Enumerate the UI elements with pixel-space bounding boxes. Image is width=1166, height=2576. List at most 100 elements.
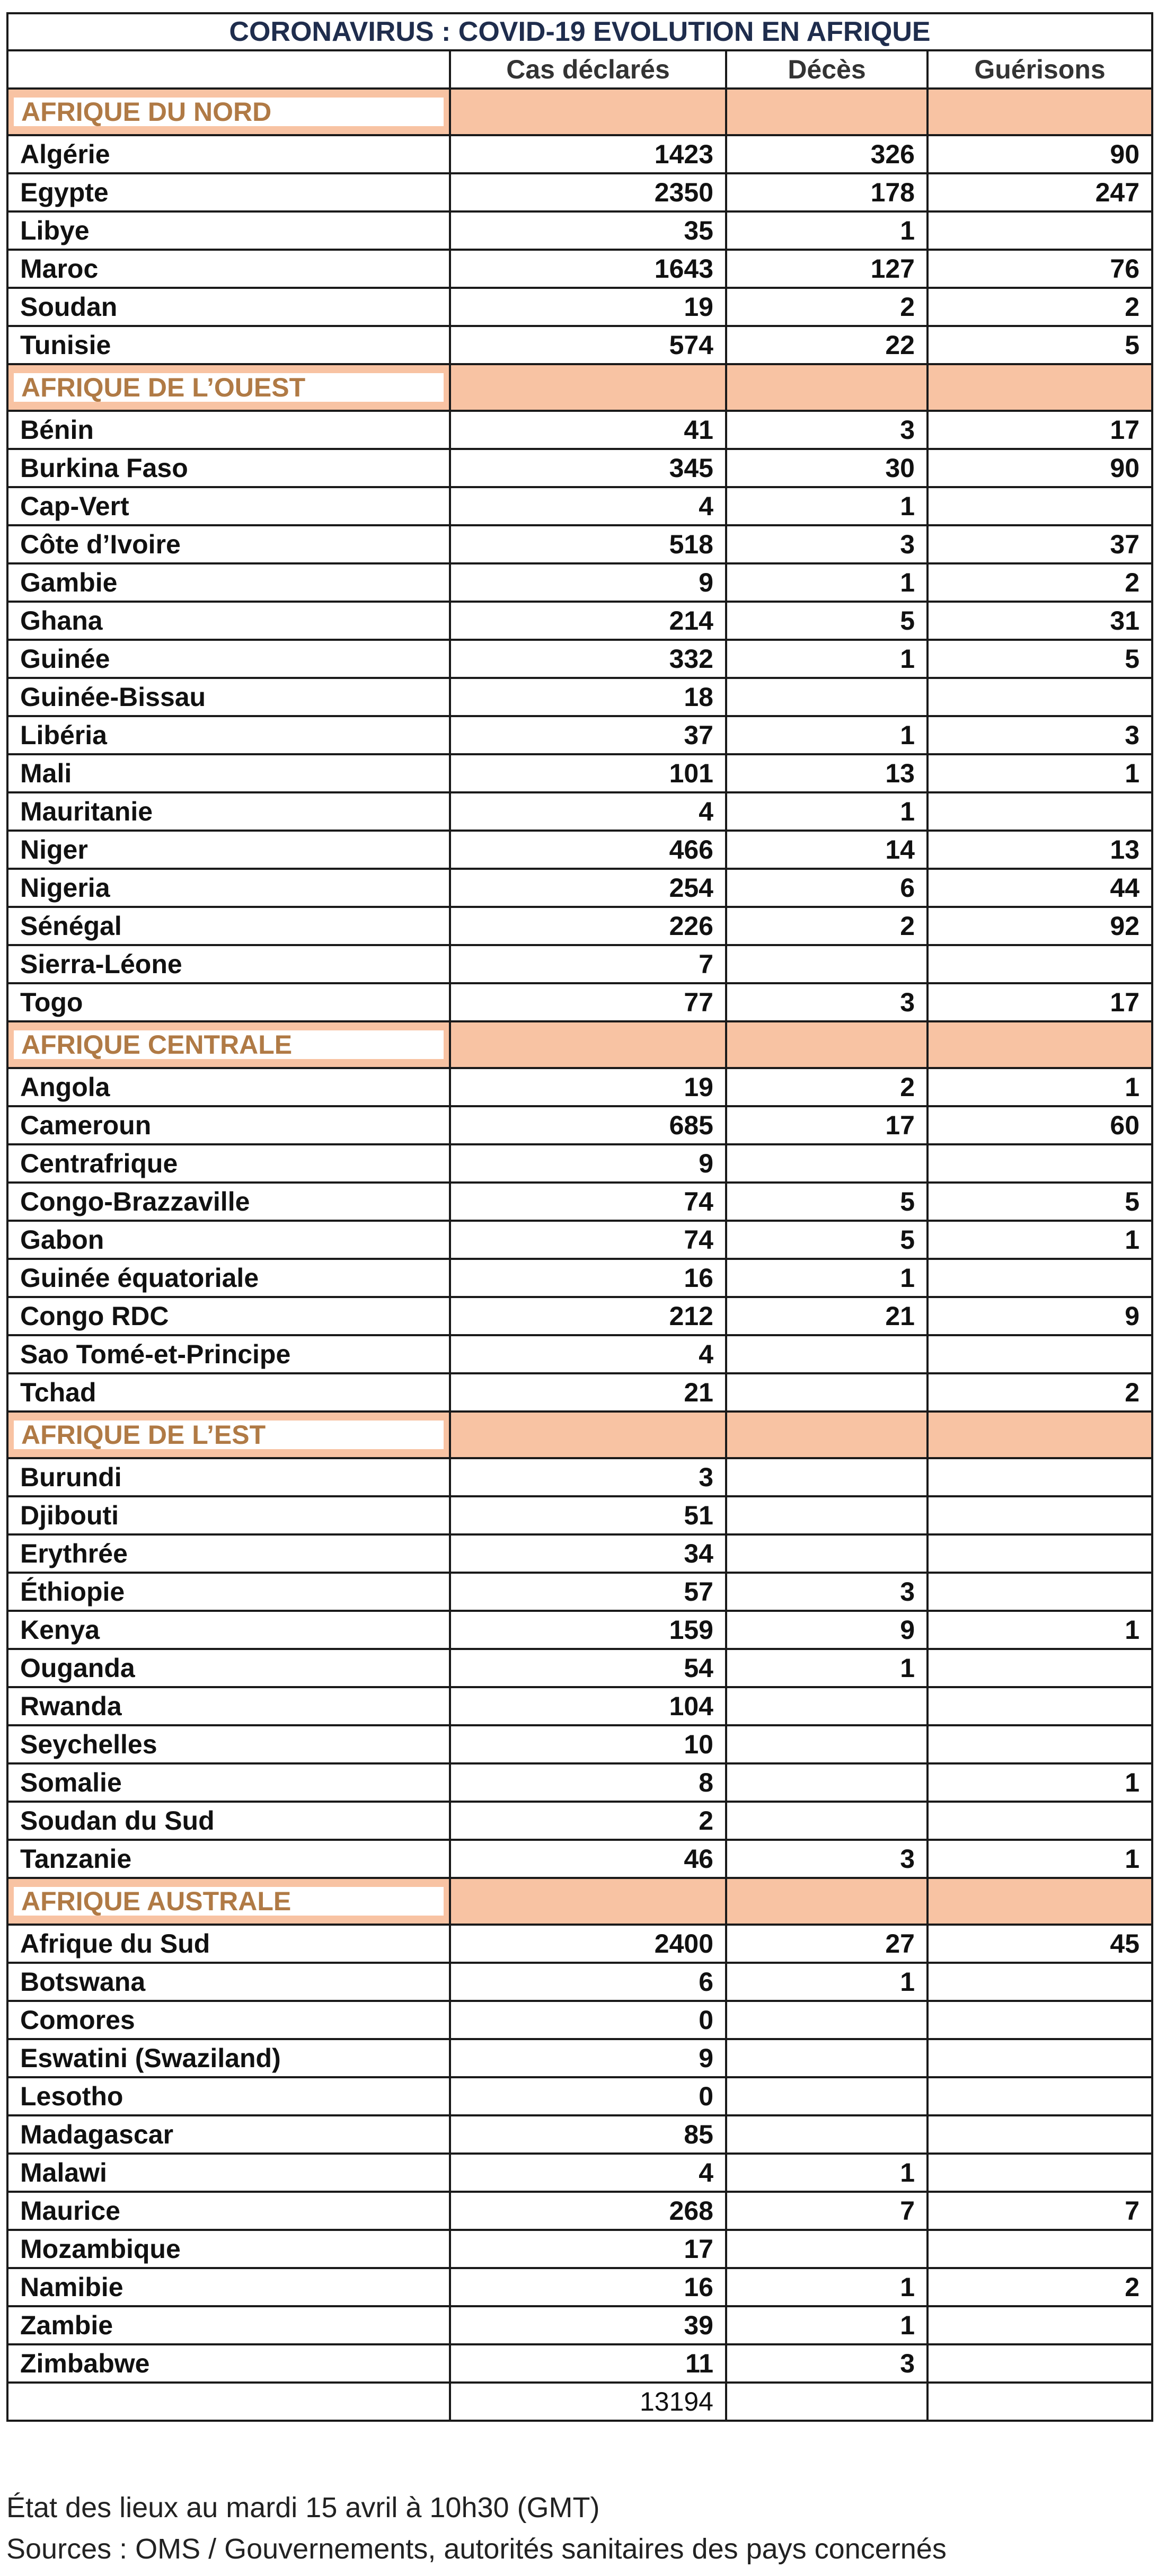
recoveries-value: 1: [926, 1220, 1154, 1260]
table-row: Guinée 332 1 5: [6, 639, 1154, 679]
total-empty: [725, 2381, 929, 2422]
deaths-value: 3: [725, 2343, 929, 2384]
section-label: AFRIQUE AUSTRALE: [14, 1887, 444, 1916]
deaths-value: [725, 1372, 929, 1413]
cases-value: 214: [449, 601, 727, 641]
table-row: Eswatini (Swaziland) 9: [6, 2038, 1154, 2078]
section-fill: [725, 87, 929, 136]
cases-value: 41: [449, 410, 727, 450]
recoveries-value: 5: [926, 1181, 1154, 1222]
table-row: Mali 101 13 1: [6, 753, 1154, 793]
header-country: [6, 49, 451, 90]
cases-value: 10: [449, 1724, 727, 1765]
cases-value: 332: [449, 639, 727, 679]
recoveries-value: 2: [926, 1372, 1154, 1413]
cases-value: 21: [449, 1372, 727, 1413]
cases-value: 35: [449, 210, 727, 251]
country-name: Sénégal: [6, 906, 451, 946]
section-label-cell: AFRIQUE DE L’EST: [6, 1410, 451, 1459]
country-name: Angola: [6, 1067, 451, 1107]
cases-value: 19: [449, 287, 727, 327]
header-deaths: Décès: [725, 49, 929, 90]
recoveries-value: 31: [926, 601, 1154, 641]
section-fill: [449, 1020, 727, 1069]
table-row: Botswana 6 1: [6, 1962, 1154, 2002]
recoveries-value: 17: [926, 982, 1154, 1022]
cases-value: 11: [449, 2343, 727, 2384]
section-fill: [725, 363, 929, 412]
recoveries-value: 44: [926, 868, 1154, 908]
table-row: Ouganda 54 1: [6, 1648, 1154, 1688]
deaths-value: 27: [725, 1924, 929, 1964]
table-row: Namibie 16 1 2: [6, 2267, 1154, 2307]
recoveries-value: [926, 1334, 1154, 1374]
recoveries-value: 1: [926, 1762, 1154, 1803]
section-fill: [449, 1410, 727, 1459]
country-name: Niger: [6, 830, 451, 870]
cases-value: 254: [449, 868, 727, 908]
cases-value: 226: [449, 906, 727, 946]
section-label-cell: AFRIQUE CENTRALE: [6, 1020, 451, 1069]
country-name: Burkina Faso: [6, 448, 451, 488]
recoveries-value: 1: [926, 753, 1154, 793]
deaths-value: 1: [725, 1258, 929, 1298]
section-row: AFRIQUE CENTRALE: [6, 1020, 1154, 1069]
deaths-value: 3: [725, 1839, 929, 1879]
recoveries-value: 76: [926, 249, 1154, 289]
section-fill: [926, 1020, 1154, 1069]
section-label: AFRIQUE DE L’EST: [14, 1421, 444, 1449]
section-row: AFRIQUE AUSTRALE: [6, 1877, 1154, 1926]
country-name: Nigeria: [6, 868, 451, 908]
table-row: Bénin 41 3 17: [6, 410, 1154, 450]
table-row: Mozambique 17: [6, 2229, 1154, 2269]
cases-value: 0: [449, 2000, 727, 2040]
table-row: Rwanda 104: [6, 1686, 1154, 1726]
recoveries-value: [926, 2076, 1154, 2116]
table-row: Guinée-Bissau 18: [6, 677, 1154, 717]
recoveries-value: 2: [926, 562, 1154, 603]
country-name: Soudan du Sud: [6, 1801, 451, 1841]
table-row: Somalie 8 1: [6, 1762, 1154, 1803]
section-fill: [725, 1877, 929, 1926]
cases-value: 85: [449, 2114, 727, 2155]
recoveries-value: [926, 1962, 1154, 2002]
recoveries-value: 17: [926, 410, 1154, 450]
cases-value: 74: [449, 1181, 727, 1222]
table-row: Libye 35 1: [6, 210, 1154, 251]
country-name: Egypte: [6, 172, 451, 213]
country-name: Namibie: [6, 2267, 451, 2307]
table-row: Guinée équatoriale 16 1: [6, 1258, 1154, 1298]
country-name: Guinée-Bissau: [6, 677, 451, 717]
table-row: Maurice 268 7 7: [6, 2191, 1154, 2231]
table-row: Zambie 39 1: [6, 2305, 1154, 2345]
table-row: Sierra-Léone 7: [6, 944, 1154, 984]
cases-value: 518: [449, 524, 727, 564]
section-row: AFRIQUE DE L’OUEST: [6, 363, 1154, 412]
recoveries-value: [926, 2152, 1154, 2193]
country-name: Burundi: [6, 1457, 451, 1497]
section-fill: [926, 1410, 1154, 1459]
cases-value: 34: [449, 1533, 727, 1574]
section-fill: [449, 363, 727, 412]
section-fill: [926, 363, 1154, 412]
country-name: Tanzanie: [6, 1839, 451, 1879]
cases-value: 2: [449, 1801, 727, 1841]
country-name: Somalie: [6, 1762, 451, 1803]
country-name: Éthiopie: [6, 1572, 451, 1612]
cases-value: 0: [449, 2076, 727, 2116]
country-name: Erythrée: [6, 1533, 451, 1574]
deaths-value: [725, 1724, 929, 1765]
recoveries-value: 45: [926, 1924, 1154, 1964]
deaths-value: 1: [725, 1648, 929, 1688]
cases-value: 574: [449, 325, 727, 365]
header-cases: Cas déclarés: [449, 49, 727, 90]
country-name: Seychelles: [6, 1724, 451, 1765]
total-empty: [6, 2381, 451, 2422]
cases-value: 345: [449, 448, 727, 488]
deaths-value: 127: [725, 249, 929, 289]
country-name: Libye: [6, 210, 451, 251]
recoveries-value: 1: [926, 1610, 1154, 1650]
country-name: Guinée: [6, 639, 451, 679]
cases-value: 39: [449, 2305, 727, 2345]
country-name: Rwanda: [6, 1686, 451, 1726]
